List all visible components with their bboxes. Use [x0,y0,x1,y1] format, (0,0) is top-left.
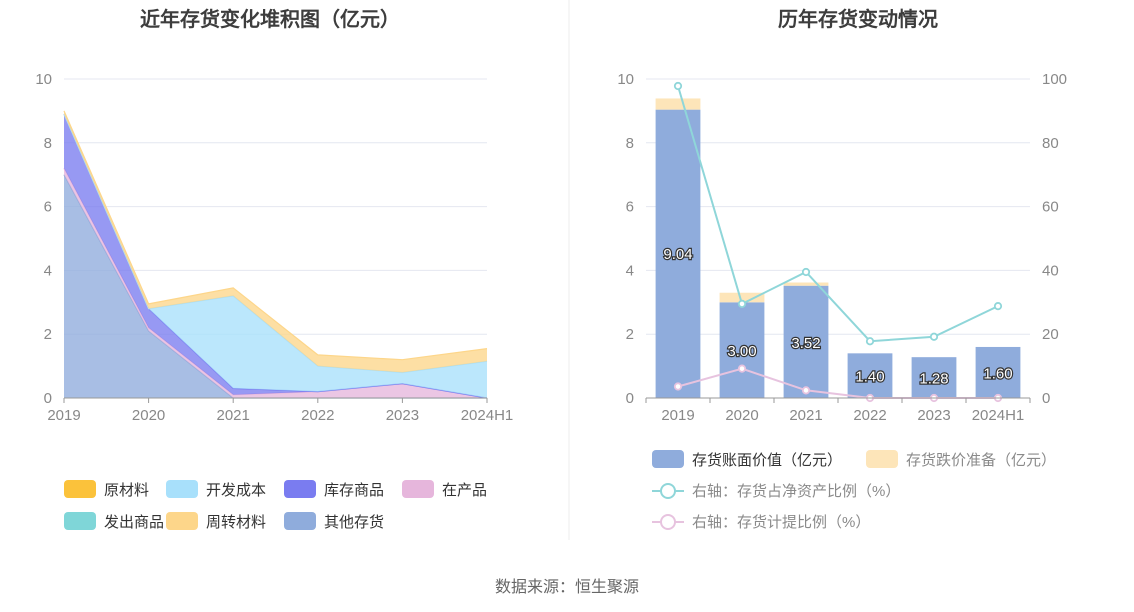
right-left-y-tick-label: 6 [626,199,634,216]
right-x-tick-label: 2021 [789,407,822,424]
right-right-y-tick-label: 20 [1042,326,1059,343]
legend-label-发出商品: 发出商品 [104,514,164,531]
bar-provision [655,98,701,110]
bar-book-value [783,285,829,398]
right-left-y-tick-label: 0 [626,390,634,407]
right-x-tick-label: 2024H1 [972,407,1025,424]
left-y-tick-label: 0 [44,390,52,407]
left-y-tick-label: 4 [44,262,52,279]
left-x-tick-label: 2020 [132,407,165,424]
left-y-tick-label: 2 [44,326,52,343]
line-point [801,386,811,395]
bar-provision [719,292,765,303]
left-area-series [63,110,488,399]
left-x-tick-label: 2022 [301,407,334,424]
right-right-y-tick-label: 40 [1042,262,1059,279]
left-y-tick-label: 8 [44,135,52,152]
bar-value-label: 3.52 [791,335,820,352]
right-left-y-tick-label: 8 [626,135,634,152]
right-x-tick-label: 2020 [725,407,758,424]
legend-swatch-库存商品 [284,480,316,498]
legend-swatch-周转材料 [166,512,198,530]
right-data-labels: 9.04 3.00 3.52 1.40 1.28 1.60 [662,245,1014,389]
legend-marker-右轴：存货计提比例（%） [660,514,676,530]
legend-label-右轴：存货占净资产比例（%）: 右轴：存货占净资产比例（%） [692,483,900,500]
bar-value-label: 3.00 [727,343,756,360]
right-right-y-tick-label: 60 [1042,199,1059,216]
line-point [929,332,939,341]
legend-label-原材料: 原材料 [104,482,149,499]
left-x-tick-label: 2019 [47,407,80,424]
line-point [737,299,747,308]
right-x-tick-label: 2023 [917,407,950,424]
line-右轴：存货占净资产比例（%） [677,85,999,343]
right-left-y-tick-label: 10 [617,71,634,88]
source-note: 数据来源：恒生聚源 [495,578,639,596]
legend-swatch-book-value [652,450,684,468]
left-y-tick-label: 6 [44,199,52,216]
line-point [737,364,747,373]
legend-swatch-provision [866,450,898,468]
bar-book-value [655,109,701,399]
left-y-tick-label: 10 [35,71,52,88]
legend-swatch-原材料 [64,480,96,498]
left-x-tick-label: 2021 [217,407,250,424]
right-left-y-tick-label: 2 [626,326,634,343]
legend-label-库存商品: 库存商品 [324,482,384,499]
area-edge-周转材料 [63,110,488,361]
right-bar-series [655,98,1021,399]
stacked-area-chart: 近年存货变化堆积图（亿元） 0 2 4 6 8 10 2019 2020 2021 2022 202… [35,7,513,531]
left-x-tick-label: 2024H1 [461,407,514,424]
bar-book-value [847,353,893,398]
right-right-y-tick-label: 80 [1042,135,1059,152]
legend-label-右轴：存货计提比例（%）: 右轴：存货计提比例（%） [692,514,870,531]
line-point [865,337,875,346]
area-开发成本 [64,114,487,398]
right-chart-title: 历年存货变动情况 [778,7,938,31]
bar-book-value [911,357,957,398]
right-x-tick-label: 2019 [661,407,694,424]
legend-label-在产品: 在产品 [442,482,487,499]
legend-marker-右轴：存货占净资产比例（%） [660,483,676,499]
line-point [801,267,811,277]
right-right-y-tick-label: 0 [1042,390,1050,407]
bar-provision [783,282,829,286]
bar-value-label: 9.04 [663,246,692,263]
left-axes: 0 2 4 6 8 10 2019 2020 2021 2022 2023 2024H1 [35,71,513,424]
bar-book-value [975,346,1021,398]
legend-swatch-在产品 [402,480,434,498]
area-其他存货 [64,174,487,398]
right-gridlines [646,78,1030,335]
right-legend: 存货账面价值（亿元） 存货跌价准备（亿元） 右轴：存货占净资产比例（%） 右轴：存货计… [652,450,1056,531]
bar-book-value [719,302,765,398]
line-point [993,302,1003,311]
legend-label-provision: 存货跌价准备（亿元） [906,452,1056,469]
left-x-tick-label: 2023 [386,407,419,424]
bar-value-label: 1.28 [919,371,948,388]
bar-value-label: 1.60 [983,365,1012,382]
line-point [673,81,683,91]
legend-label-周转材料: 周转材料 [206,514,266,531]
legend-label-其他存货: 其他存货 [324,514,384,531]
left-chart-title: 近年存货变化堆积图（亿元） [140,7,400,31]
legend-label-book-value: 存货账面价值（亿元） [692,452,842,469]
legend-swatch-开发成本 [166,480,198,498]
right-right-y-tick-label: 100 [1042,71,1067,88]
line-point [673,382,683,391]
bar-line-chart: 历年存货变动情况 9.04 3.00 3.52 1.40 1.28 1.60 0 2 4 6 8 1… [617,7,1067,531]
right-left-y-tick-label: 4 [626,262,634,279]
legend-swatch-发出商品 [64,512,96,530]
legend-swatch-其他存货 [284,512,316,530]
right-x-tick-label: 2022 [853,407,886,424]
legend-label-开发成本: 开发成本 [206,482,266,499]
bar-value-label: 1.40 [855,369,884,386]
